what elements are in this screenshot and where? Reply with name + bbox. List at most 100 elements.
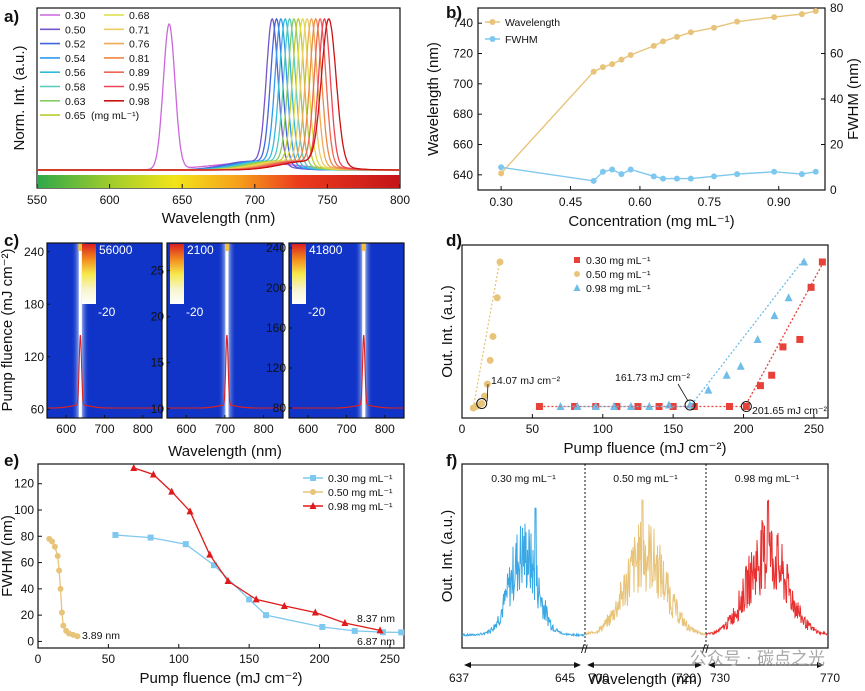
point-0.30 mg mL⁻¹ — [756, 382, 764, 390]
emission-peak — [361, 243, 366, 251]
point-0.98 mg mL⁻¹ — [130, 463, 138, 471]
threshold-marker — [684, 399, 696, 411]
annotation-0.30: 6.87 nm — [357, 636, 395, 648]
x-tick-label: 200 — [310, 652, 330, 666]
spectrum-line-0.30 — [37, 22, 400, 171]
spectrum-line-0.54 — [37, 17, 400, 171]
y-tick-label: 680 — [453, 107, 473, 121]
threshold-label-0.30: 201.65 mJ cm⁻² — [752, 405, 827, 417]
panel-label: e) — [4, 451, 19, 470]
emission-spectrum-1 — [584, 498, 707, 636]
colorbar-min: -20 — [308, 305, 326, 319]
legend-label: 0.54 — [65, 53, 86, 65]
arrow-head — [708, 662, 715, 668]
spectrum-line-0.50 — [37, 17, 400, 171]
point-0.30 mg mL⁻¹ — [210, 562, 217, 569]
x-tick-label: 0 — [459, 422, 466, 436]
point-Wavelength — [798, 11, 805, 18]
legend-marker — [574, 271, 580, 277]
segment-tick-end: 645 — [555, 671, 575, 685]
threshold-label-0.98: 161.73 mJ cm⁻² — [615, 372, 690, 384]
legend-label: 0.58 — [65, 82, 86, 94]
x-axis-label: Wavelength (nm) — [162, 210, 276, 227]
point-FWHM — [599, 168, 606, 175]
point-0.98 mg mL⁻¹ — [186, 507, 194, 515]
y-axis-label: Out. Int. (a.u.) — [439, 285, 456, 378]
panel-label: f) — [446, 451, 457, 470]
point-0.30 mg mL⁻¹ — [768, 371, 776, 379]
y-tick-label: 0 — [27, 634, 34, 648]
x-tick-label: 0.45 — [559, 195, 583, 209]
x-tick-label: 800 — [390, 193, 410, 207]
x-tick-label: 800 — [133, 422, 153, 436]
point-0.50 mg mL⁻¹ — [478, 400, 486, 408]
point-Wavelength — [650, 42, 657, 49]
colorbar-max: 41800 — [309, 243, 343, 257]
spectrum-line-0.56 — [37, 17, 400, 171]
panel-f-frame — [461, 463, 829, 649]
arrow-head — [464, 662, 471, 668]
point-0.98 mg mL⁻¹ — [168, 487, 176, 495]
arrow-head — [817, 662, 824, 668]
x-tick-label: 100 — [593, 422, 613, 436]
heatmap-bg — [47, 243, 162, 418]
legend-label: 0.30 mg mL⁻¹ — [586, 255, 651, 267]
x-tick-label: 50 — [526, 422, 540, 436]
series-line-0.30 mg mL⁻¹ — [115, 534, 402, 634]
point-0.30 mg mL⁻¹ — [182, 541, 189, 548]
x-tick-label: 600 — [100, 193, 120, 207]
point-Wavelength — [673, 33, 680, 40]
point-FWHM — [650, 173, 657, 180]
y-tick-label: 20 — [151, 310, 165, 324]
panel-a-frame — [36, 7, 401, 189]
segment-label: 0.30 mg mL⁻¹ — [491, 473, 556, 485]
segment-tick-start: 637 — [449, 671, 469, 685]
series-line-FWHM — [500, 166, 816, 182]
x-tick-label: 0.90 — [767, 195, 791, 209]
threshold-marker — [476, 398, 488, 410]
point-0.98 mg mL⁻¹ — [376, 626, 384, 634]
point-FWHM — [812, 168, 819, 175]
point-Wavelength — [609, 61, 616, 68]
legend-unit: (mg mL⁻¹) — [91, 110, 139, 122]
point-0.98 mg mL⁻¹ — [206, 550, 214, 558]
x-tick-label: 50 — [102, 652, 116, 666]
point-0.30 mg mL⁻¹ — [807, 283, 815, 291]
point-FWHM — [673, 175, 680, 182]
y-tick-label: 40 — [21, 582, 35, 596]
emission-peak — [78, 243, 83, 251]
legend-label: 0.76 — [129, 39, 150, 51]
segment-label: 0.98 mg mL⁻¹ — [735, 473, 800, 485]
x-tick-label: 600 — [176, 422, 196, 436]
point-0.50 mg mL⁻¹ — [489, 332, 497, 340]
x-tick-label: 100 — [169, 652, 189, 666]
x-tick-label: 250 — [380, 652, 400, 666]
annotation-0.50: 3.89 nm — [82, 630, 120, 642]
segment-tick-end: 770 — [820, 671, 840, 685]
x-tick-label: 600 — [56, 422, 76, 436]
annotation-0.98: 8.37 nm — [357, 613, 395, 625]
point-0.50 mg mL⁻¹ — [51, 543, 58, 550]
point-0.98 mg mL⁻¹ — [784, 293, 793, 302]
series-line-Wavelength — [500, 10, 816, 174]
point-0.30 mg mL⁻¹ — [818, 258, 826, 266]
spectrum-line-0.76 — [37, 17, 400, 171]
point-Wavelength — [498, 170, 505, 177]
x-tick-label: 750 — [317, 193, 337, 207]
point-FWHM — [609, 166, 616, 173]
segment-label: 0.50 mg mL⁻¹ — [613, 473, 678, 485]
arrow-head — [574, 662, 581, 668]
emission-peak — [224, 243, 229, 251]
y-axis-label: FWHM (nm) — [0, 515, 16, 597]
spectrum-line-0.63 — [37, 17, 400, 171]
panel-d-frame — [461, 244, 829, 419]
colorbar — [292, 244, 306, 304]
legend-label: 0.95 — [129, 82, 150, 94]
x-tick-label: 800 — [375, 422, 395, 436]
segment-tick-end: 720 — [676, 671, 696, 685]
point-Wavelength — [710, 24, 717, 31]
y-tick-label: 80 — [273, 401, 287, 415]
y-tick-label: 15 — [151, 356, 165, 370]
x-tick-label: 800 — [254, 422, 274, 436]
point-0.30 mg mL⁻¹ — [655, 403, 663, 411]
